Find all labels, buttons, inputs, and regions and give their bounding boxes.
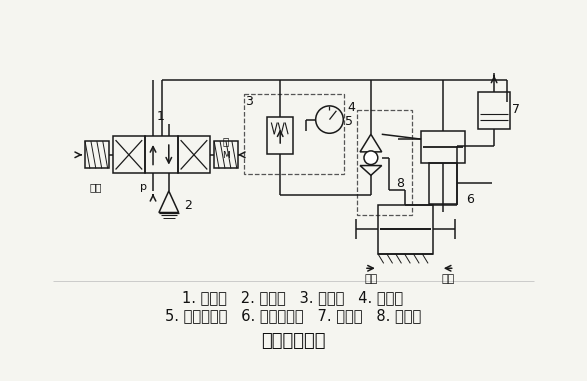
Bar (378, 205, 433, 254)
Text: 1. 换向阀   2. 消声器   3. 减压阀   4. 压力表: 1. 换向阀 2. 消声器 3. 减压阀 4. 压力表 (183, 290, 404, 305)
Text: 松开: 松开 (441, 274, 454, 284)
Bar (85, 141, 109, 168)
Text: 2: 2 (184, 199, 193, 212)
Bar (357, 110, 412, 215)
Text: p: p (140, 182, 147, 192)
Bar (145, 136, 178, 173)
Text: 4: 4 (348, 101, 355, 114)
Bar (113, 136, 145, 173)
Bar (244, 94, 344, 174)
Text: 1: 1 (157, 110, 165, 123)
Bar (267, 117, 293, 154)
Text: M: M (222, 151, 230, 160)
Circle shape (364, 151, 378, 165)
Text: 8: 8 (396, 177, 404, 190)
Text: 紧: 紧 (223, 136, 229, 146)
Text: 3: 3 (245, 96, 252, 109)
Bar (178, 136, 210, 173)
Text: 5: 5 (345, 115, 353, 128)
Bar (478, 92, 510, 130)
Text: 5. 快速放气阀   6. 气液增压器   7. 储油器   8. 液压缸: 5. 快速放气阀 6. 气液增压器 7. 储油器 8. 液压缸 (165, 308, 421, 323)
Text: 卡紧: 卡紧 (365, 274, 377, 284)
Text: 夹具系统回路: 夹具系统回路 (261, 331, 325, 350)
Text: 6: 6 (467, 193, 474, 206)
Bar (214, 141, 238, 168)
Text: 7: 7 (512, 103, 520, 116)
Bar (429, 163, 457, 204)
Bar (421, 131, 464, 163)
Text: 松开: 松开 (90, 182, 102, 192)
